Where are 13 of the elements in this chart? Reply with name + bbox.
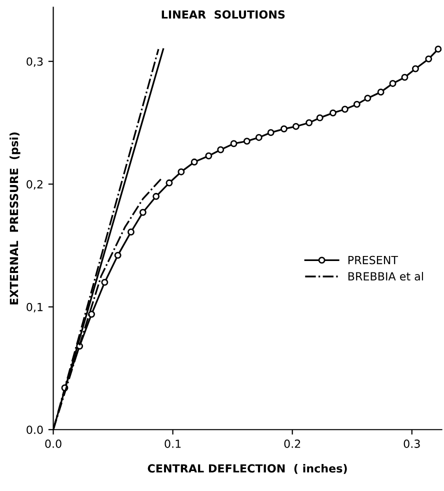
- y-tick-label: 0,1: [26, 302, 43, 312]
- x-tick-label: 0.0: [45, 440, 62, 448]
- x-tick-label: 0.3: [404, 440, 420, 448]
- legend-label: PRESENT: [348, 256, 398, 264]
- x-axis-title: CENTRAL DEFLECTION ( inches): [148, 464, 347, 474]
- y-axis-title: EXTERNAL PRESSURE (psi): [10, 132, 20, 304]
- y-tick-label: 0.0: [26, 426, 43, 434]
- legend-label: BREBBIA et al: [348, 272, 423, 281]
- y-tick-label: 0,3: [26, 57, 43, 67]
- annotation: LINEAR SOLUTIONS: [162, 10, 285, 19]
- x-tick-label: 0.1: [164, 440, 181, 448]
- x-tick-label: 0.2: [284, 440, 300, 448]
- y-tick-label: 0,2: [26, 180, 42, 190]
